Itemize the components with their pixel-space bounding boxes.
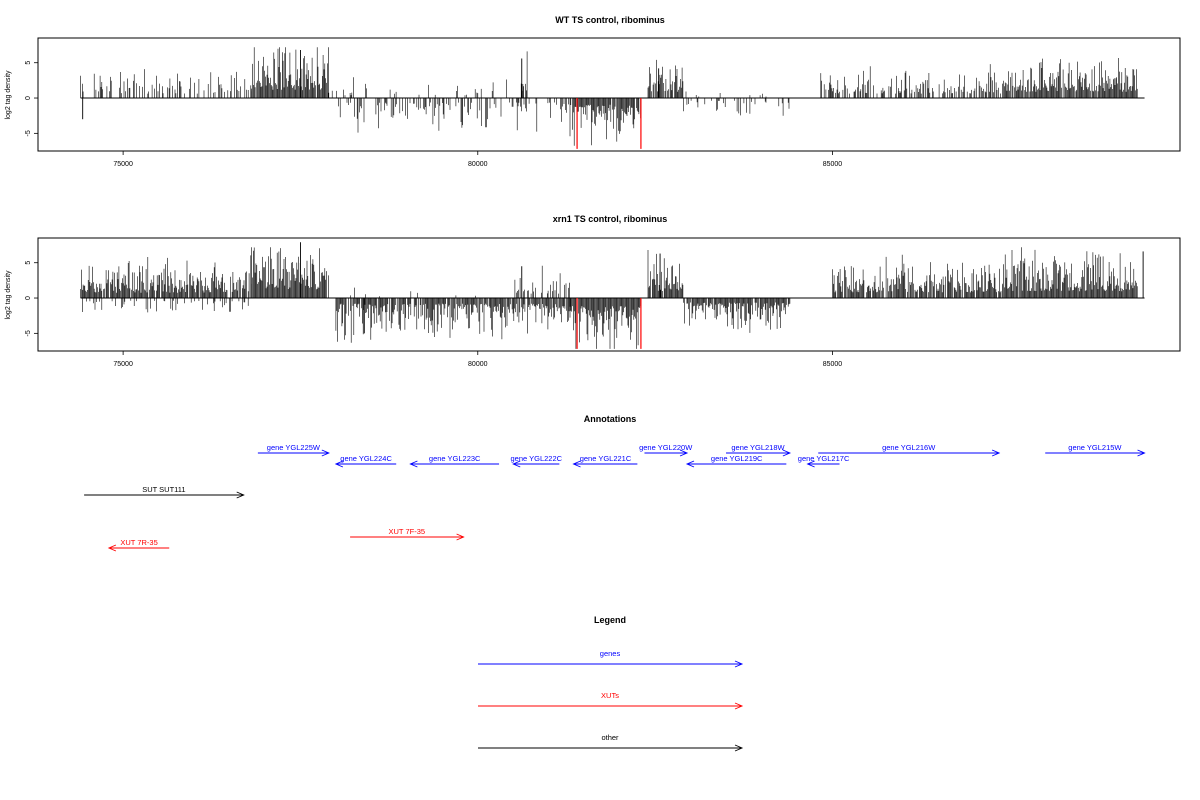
feature-label: gene YGL222C [511,454,563,463]
feature-label: gene YGL219C [711,454,763,463]
legend-label: other [601,733,619,742]
bar-series [80,242,1145,349]
annotation-feature: XUT 7R-35 [107,538,170,552]
feature-arrow-head [456,533,465,541]
annotation-feature: gene YGL221C [572,454,638,468]
feature-arrow-head [236,491,245,499]
feature-arrow-head [782,449,792,457]
feature-arrow-head [806,460,815,468]
annotation-features: gene YGL225W gene YGL224C gene YGL223C gene… [84,443,1146,552]
x-tick-label: 85000 [823,361,843,368]
annotation-feature: SUT SUT111 [84,485,245,499]
y-tick-label: 0 [25,296,32,300]
legend-item: XUTs [478,691,744,710]
x-tick-label: 75000 [113,161,133,168]
bar-series [80,47,1145,146]
feature-arrow-head [734,660,744,668]
feature-label: gene YGL215W [1068,443,1122,452]
annotation-feature: gene YGL217C [798,454,850,468]
legend: Legend genes XUTs other [478,615,744,752]
plot-frame [37,37,1181,152]
xrn1-coverage-panel: xrn1 TS control, ribominus log2 tag dens… [5,214,1181,368]
legend-label: XUTs [601,691,619,700]
highlight-lines [576,98,642,149]
feature-label: gene YGL218W [731,443,785,452]
y-tick-label: -5 [25,330,32,336]
y-tick-label: -5 [25,130,32,136]
feature-arrow-head [685,460,695,468]
legend-item: other [478,733,744,752]
y-axis-label: log2 tag density [5,270,12,320]
highlight-lines [576,298,642,349]
annotation-feature: gene YGL224C [334,454,397,468]
feature-arrow-head [512,460,521,468]
x-tick-label: 80000 [468,161,488,168]
feature-arrow-head [679,449,689,457]
feature-label: SUT SUT111 [142,485,185,494]
legend-title: Legend [594,615,626,625]
annotation-feature: gene YGL219C [685,454,787,468]
feature-arrow-head [1137,449,1146,457]
annotation-feature: gene YGL216W [818,443,1001,457]
feature-label: gene YGL225W [267,443,321,452]
legend-items: genes XUTs other [478,649,744,752]
feature-arrow-head [572,460,581,468]
feature-arrow-head [409,460,418,468]
x-tick-label: 80000 [468,361,488,368]
feature-label: gene YGL217C [798,454,850,463]
legend-item: genes [478,649,744,668]
legend-label: genes [600,649,621,658]
annotation-feature: gene YGL225W [257,443,330,457]
panel-title: WT TS control, ribominus [555,15,665,25]
annotations-title: Annotations [584,414,637,424]
axes: 75000 80000 85000 -5 0 5 [25,61,842,168]
annotation-feature: gene YGL218W [726,443,792,457]
feature-label: XUT 7R-35 [120,538,157,547]
feature-label: gene YGL223C [429,454,481,463]
axes: 75000 80000 85000 -5 0 5 [25,261,842,368]
y-tick-label: 5 [25,261,32,265]
panel-title: xrn1 TS control, ribominus [553,214,668,224]
annotation-feature: gene YGL222C [511,454,563,468]
annotation-feature: gene YGL215W [1045,443,1146,457]
feature-arrow-head [107,544,117,552]
plot-frame [37,237,1181,352]
annotation-feature: XUT 7F-35 [350,527,465,541]
feature-arrow-head [321,449,330,457]
feature-label: gene YGL221C [580,454,632,463]
feature-label: gene YGL220W [639,443,693,452]
feature-arrow-head [734,744,744,752]
feature-label: gene YGL224C [340,454,392,463]
wt-coverage-panel: WT TS control, ribominus log2 tag densit… [5,15,1181,168]
y-axis-label: log2 tag density [5,70,12,120]
x-tick-label: 75000 [113,361,133,368]
annotation-feature: gene YGL223C [409,454,500,468]
feature-label: gene YGL216W [882,443,936,452]
x-tick-label: 85000 [823,161,843,168]
feature-arrow-head [734,702,744,710]
y-tick-label: 0 [25,96,32,100]
feature-arrow-head [991,449,1001,457]
feature-label: XUT 7F-35 [389,527,426,536]
annotation-feature: gene YGL220W [639,443,693,457]
y-tick-label: 5 [25,61,32,65]
feature-arrow-head [334,460,344,468]
